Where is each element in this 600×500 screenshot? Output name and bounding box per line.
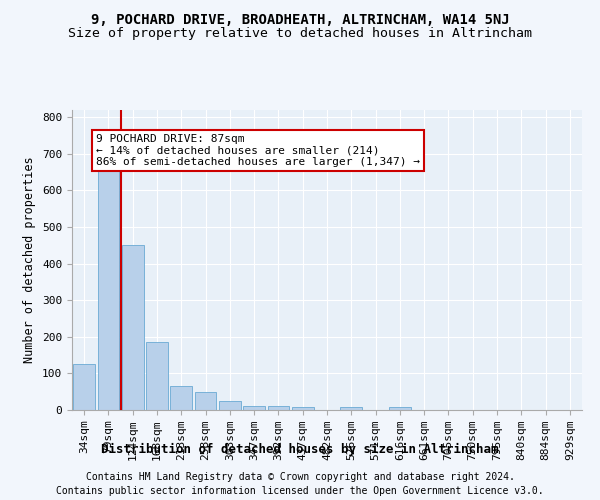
Text: Size of property relative to detached houses in Altrincham: Size of property relative to detached ho… — [68, 28, 532, 40]
Bar — [389, 407, 411, 410]
Bar — [122, 246, 143, 410]
Text: Contains HM Land Registry data © Crown copyright and database right 2024.: Contains HM Land Registry data © Crown c… — [86, 472, 514, 482]
Bar — [146, 342, 168, 410]
Bar — [292, 407, 314, 410]
Bar — [73, 364, 95, 410]
Text: Contains public sector information licensed under the Open Government Licence v3: Contains public sector information licen… — [56, 486, 544, 496]
Text: Distribution of detached houses by size in Altrincham: Distribution of detached houses by size … — [101, 442, 499, 456]
Bar — [170, 386, 192, 410]
Bar — [219, 401, 241, 410]
Bar — [97, 168, 119, 410]
Text: 9, POCHARD DRIVE, BROADHEATH, ALTRINCHAM, WA14 5NJ: 9, POCHARD DRIVE, BROADHEATH, ALTRINCHAM… — [91, 12, 509, 26]
Y-axis label: Number of detached properties: Number of detached properties — [23, 156, 37, 364]
Bar — [340, 407, 362, 410]
Bar — [194, 392, 217, 410]
Bar — [243, 406, 265, 410]
Bar — [268, 406, 289, 410]
Text: 9 POCHARD DRIVE: 87sqm
← 14% of detached houses are smaller (214)
86% of semi-de: 9 POCHARD DRIVE: 87sqm ← 14% of detached… — [96, 134, 420, 167]
